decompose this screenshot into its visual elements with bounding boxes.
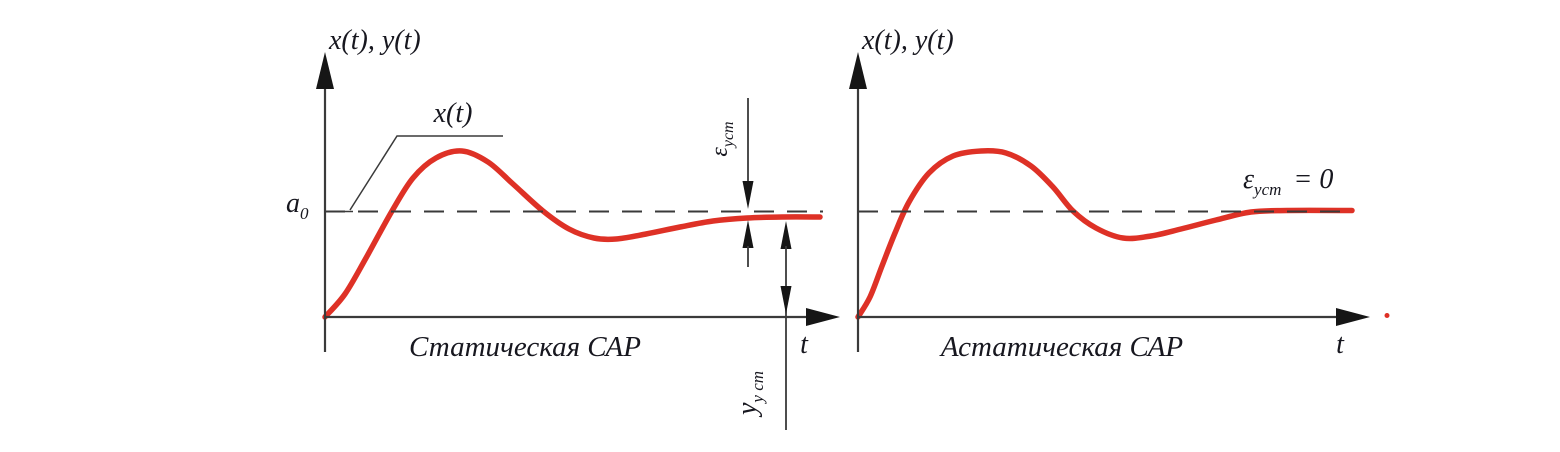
stray-red-dot: [1384, 313, 1390, 318]
right-x-axis-arrowhead: [1336, 308, 1370, 326]
right-y-axis-arrowhead: [849, 52, 867, 89]
zero-error-label: εуст = 0: [1243, 164, 1333, 199]
right-caption: Астатическая САР: [939, 331, 1183, 363]
output-dimension-down-arrowhead: [780, 286, 792, 314]
right-axis-label: x(t), y(t): [861, 25, 954, 56]
right-plot: x(t), y(t) εуст = 0 t Астатическая САР: [849, 25, 1390, 363]
left-caption: Статическая САР: [409, 331, 641, 363]
left-time-label: t: [800, 329, 809, 360]
input-signal-label: x(t): [433, 98, 473, 129]
right-time-label: t: [1336, 329, 1345, 360]
left-y-axis-arrowhead: [316, 52, 334, 89]
input-signal-callout-line: [349, 135, 503, 211]
error-dimension-up-arrowhead: [742, 220, 754, 248]
output-dimension-up-arrowhead: [780, 221, 792, 249]
left-plot: x(t), y(t) x(t) a0 εуст yу ст t Статичес…: [286, 25, 840, 430]
steady-state-output-label: yу ст: [732, 371, 767, 418]
left-x-axis-arrowhead: [806, 308, 840, 326]
left-axis-label: x(t), y(t): [328, 25, 421, 56]
setpoint-label: a0: [286, 188, 309, 223]
error-dimension-down-arrowhead: [742, 181, 754, 209]
steady-state-error-label: εуст: [707, 121, 737, 156]
response-curve-right: [855, 148, 1355, 320]
